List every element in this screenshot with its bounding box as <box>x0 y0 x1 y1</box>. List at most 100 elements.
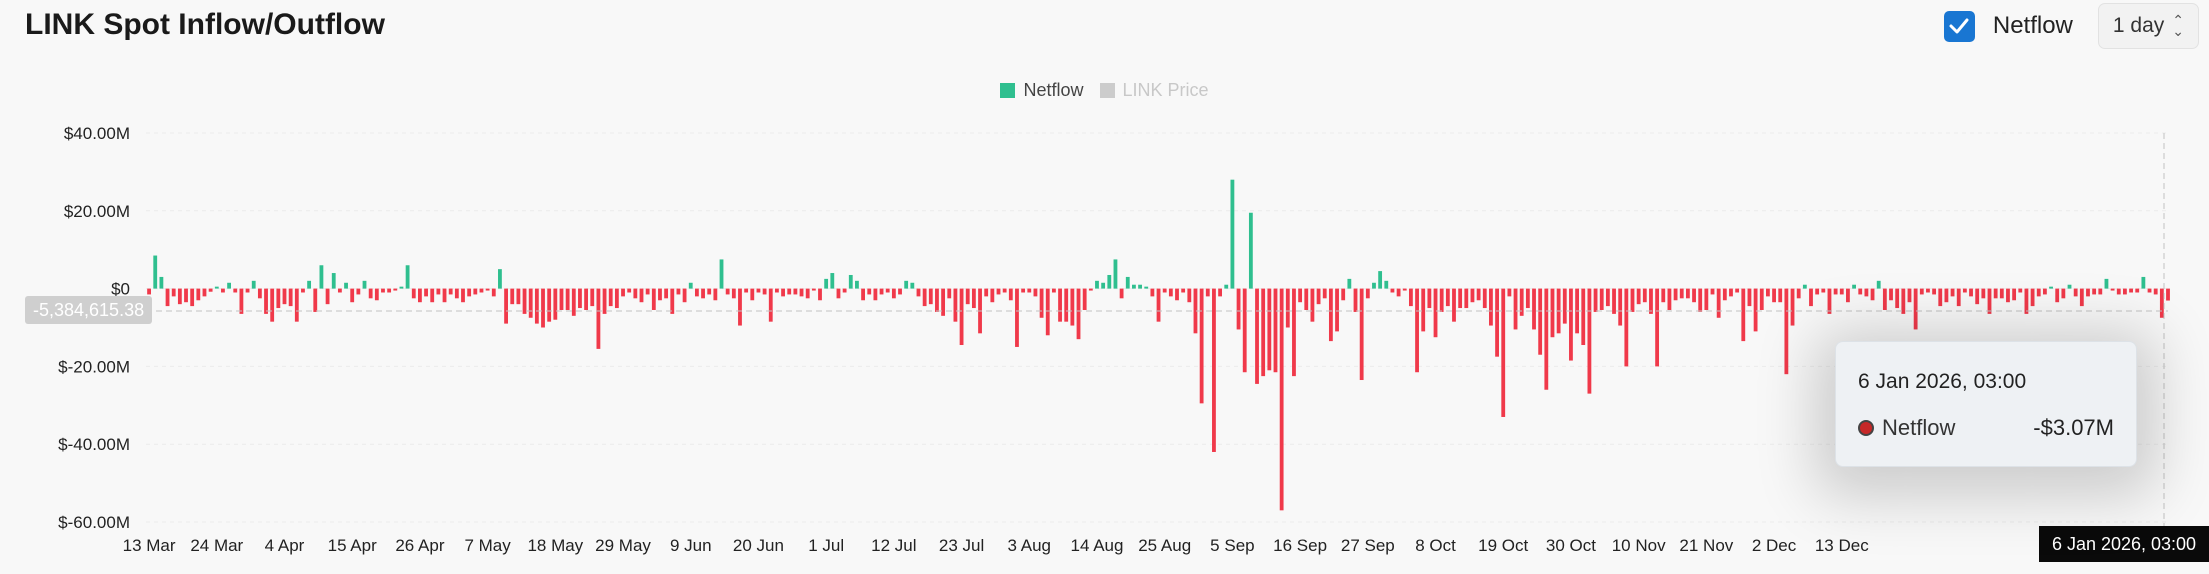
netflow-bar[interactable] <box>467 288 472 297</box>
netflow-bar[interactable] <box>1747 288 1752 307</box>
netflow-bar[interactable] <box>1113 259 1118 289</box>
netflow-bar[interactable] <box>264 288 268 314</box>
netflow-bar[interactable] <box>1550 288 1555 338</box>
interval-select[interactable]: 1 day ⌃ ⌄ <box>2097 3 2199 49</box>
netflow-bar[interactable] <box>627 288 632 293</box>
netflow-bar[interactable] <box>1846 288 1850 303</box>
netflow-bar[interactable] <box>2159 288 2164 318</box>
netflow-bar[interactable] <box>1058 288 1062 322</box>
netflow-bar[interactable] <box>971 288 976 309</box>
netflow-bar[interactable] <box>331 273 336 289</box>
netflow-bar[interactable] <box>288 288 293 307</box>
netflow-bar[interactable] <box>2079 288 2084 307</box>
netflow-bar[interactable] <box>1316 288 1321 305</box>
netflow-bar[interactable] <box>1452 288 1456 322</box>
netflow-bar[interactable] <box>1064 288 1069 322</box>
netflow-bar[interactable] <box>1722 288 1727 301</box>
netflow-bar[interactable] <box>1464 288 1469 309</box>
netflow-bar[interactable] <box>1790 288 1795 326</box>
netflow-bar[interactable] <box>1501 288 1506 417</box>
netflow-checkbox[interactable] <box>1943 10 1975 42</box>
netflow-bar[interactable] <box>744 288 749 293</box>
netflow-bar[interactable] <box>1427 288 1432 309</box>
netflow-bar[interactable] <box>1304 288 1309 310</box>
netflow-bar[interactable] <box>1636 288 1641 305</box>
netflow-bar[interactable] <box>719 259 724 289</box>
netflow-bar[interactable] <box>1322 288 1327 299</box>
netflow-bar[interactable] <box>214 286 219 289</box>
netflow-bar[interactable] <box>1033 288 1038 297</box>
netflow-bar[interactable] <box>1944 288 1949 303</box>
netflow-bar[interactable] <box>1716 288 1721 318</box>
netflow-bar[interactable] <box>1168 288 1173 297</box>
netflow-bar[interactable] <box>1753 288 1758 332</box>
netflow-bar[interactable] <box>1858 288 1863 295</box>
netflow-bar[interactable] <box>1353 288 1358 312</box>
netflow-bar[interactable] <box>2024 288 2029 314</box>
netflow-bar[interactable] <box>190 288 195 307</box>
netflow-bar[interactable] <box>935 288 939 312</box>
netflow-bar[interactable] <box>1359 288 1364 381</box>
netflow-bar[interactable] <box>1310 288 1315 322</box>
netflow-bar[interactable] <box>1138 284 1142 289</box>
netflow-bar[interactable] <box>645 288 650 295</box>
netflow-bar[interactable] <box>350 288 355 303</box>
netflow-bar[interactable] <box>984 288 989 297</box>
netflow-bar[interactable] <box>1630 288 1635 312</box>
netflow-bar[interactable] <box>1729 288 1733 297</box>
netflow-bar[interactable] <box>411 288 416 299</box>
netflow-bar[interactable] <box>664 288 669 299</box>
netflow-bar[interactable] <box>319 265 324 289</box>
netflow-bar[interactable] <box>725 288 730 295</box>
netflow-bar[interactable] <box>1667 288 1672 310</box>
netflow-bar[interactable] <box>1378 271 1383 289</box>
netflow-bar[interactable] <box>239 288 244 314</box>
netflow-bar[interactable] <box>257 288 262 299</box>
netflow-bar[interactable] <box>768 288 773 322</box>
netflow-bar[interactable] <box>1649 288 1653 314</box>
netflow-bar[interactable] <box>1285 288 1290 328</box>
netflow-bar[interactable] <box>1298 288 1303 303</box>
netflow-bar[interactable] <box>1704 288 1709 310</box>
netflow-bar[interactable] <box>1735 288 1740 293</box>
netflow-bar[interactable] <box>374 288 379 301</box>
netflow-bar[interactable] <box>1261 288 1266 377</box>
netflow-bar[interactable] <box>528 288 533 318</box>
netflow-bar[interactable] <box>910 282 915 289</box>
netflow-bar[interactable] <box>1612 288 1616 314</box>
netflow-bar[interactable] <box>424 288 428 297</box>
netflow-bar[interactable] <box>811 288 816 291</box>
netflow-bar[interactable] <box>1975 288 1980 305</box>
netflow-bar[interactable] <box>2042 288 2047 295</box>
netflow-bar[interactable] <box>1015 288 1019 347</box>
netflow-bar[interactable] <box>165 288 170 307</box>
netflow-bar[interactable] <box>1624 288 1629 367</box>
netflow-bar[interactable] <box>1082 288 1087 310</box>
netflow-bar[interactable] <box>1919 288 1924 295</box>
netflow-bar[interactable] <box>793 288 798 295</box>
netflow-bar[interactable] <box>1279 288 1284 511</box>
netflow-bar[interactable] <box>1642 288 1647 303</box>
netflow-bar[interactable] <box>1482 288 1487 309</box>
netflow-bar[interactable] <box>1932 288 1937 295</box>
netflow-bar[interactable] <box>1292 288 1296 377</box>
netflow-bar[interactable] <box>177 288 182 305</box>
netflow-bar[interactable] <box>208 288 213 292</box>
netflow-bar[interactable] <box>596 288 601 349</box>
netflow-bar[interactable] <box>842 288 847 293</box>
netflow-bar[interactable] <box>904 280 909 289</box>
netflow-bar[interactable] <box>504 288 508 324</box>
netflow-bar[interactable] <box>430 288 435 303</box>
netflow-bar[interactable] <box>1365 288 1370 299</box>
netflow-bar[interactable] <box>356 288 361 295</box>
netflow-bar[interactable] <box>787 288 792 295</box>
netflow-bar[interactable] <box>2036 288 2041 297</box>
netflow-bar[interactable] <box>307 280 312 289</box>
netflow-bar[interactable] <box>442 288 447 303</box>
netflow-bar[interactable] <box>1605 288 1610 307</box>
netflow-bar[interactable] <box>461 288 465 303</box>
netflow-bar[interactable] <box>1150 288 1155 297</box>
netflow-bar[interactable] <box>1981 288 1986 299</box>
netflow-bar[interactable] <box>1519 288 1524 316</box>
netflow-bar[interactable] <box>707 288 712 295</box>
